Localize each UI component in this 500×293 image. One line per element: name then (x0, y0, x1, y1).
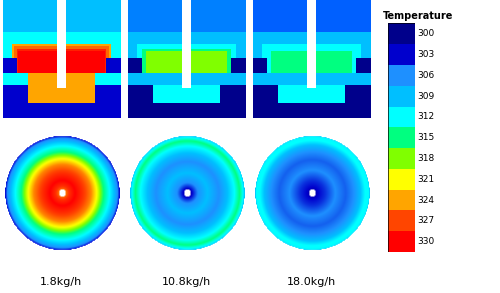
Text: 312: 312 (418, 113, 434, 121)
Text: 18.0kg/h: 18.0kg/h (286, 277, 336, 287)
Bar (388, 210, 415, 231)
Text: Temperature: Temperature (382, 11, 453, 21)
Text: 318: 318 (418, 154, 434, 163)
Text: 300: 300 (418, 29, 434, 38)
Bar (388, 65, 415, 86)
Text: 10.8kg/h: 10.8kg/h (162, 277, 211, 287)
Text: 306: 306 (418, 71, 434, 80)
Text: 1.8kg/h: 1.8kg/h (40, 277, 82, 287)
Text: 321: 321 (418, 175, 434, 184)
Bar (388, 23, 415, 44)
Text: 315: 315 (418, 133, 434, 142)
Text: 327: 327 (418, 216, 434, 225)
Text: 303: 303 (418, 50, 434, 59)
Bar (388, 169, 415, 190)
Bar (388, 107, 415, 127)
Bar (388, 127, 415, 148)
Bar (388, 148, 415, 169)
Bar (388, 86, 415, 107)
Text: 309: 309 (418, 92, 434, 101)
Bar (388, 231, 415, 252)
Bar (388, 44, 415, 65)
Text: 330: 330 (418, 237, 434, 246)
Bar (388, 190, 415, 210)
Text: 324: 324 (418, 195, 434, 205)
